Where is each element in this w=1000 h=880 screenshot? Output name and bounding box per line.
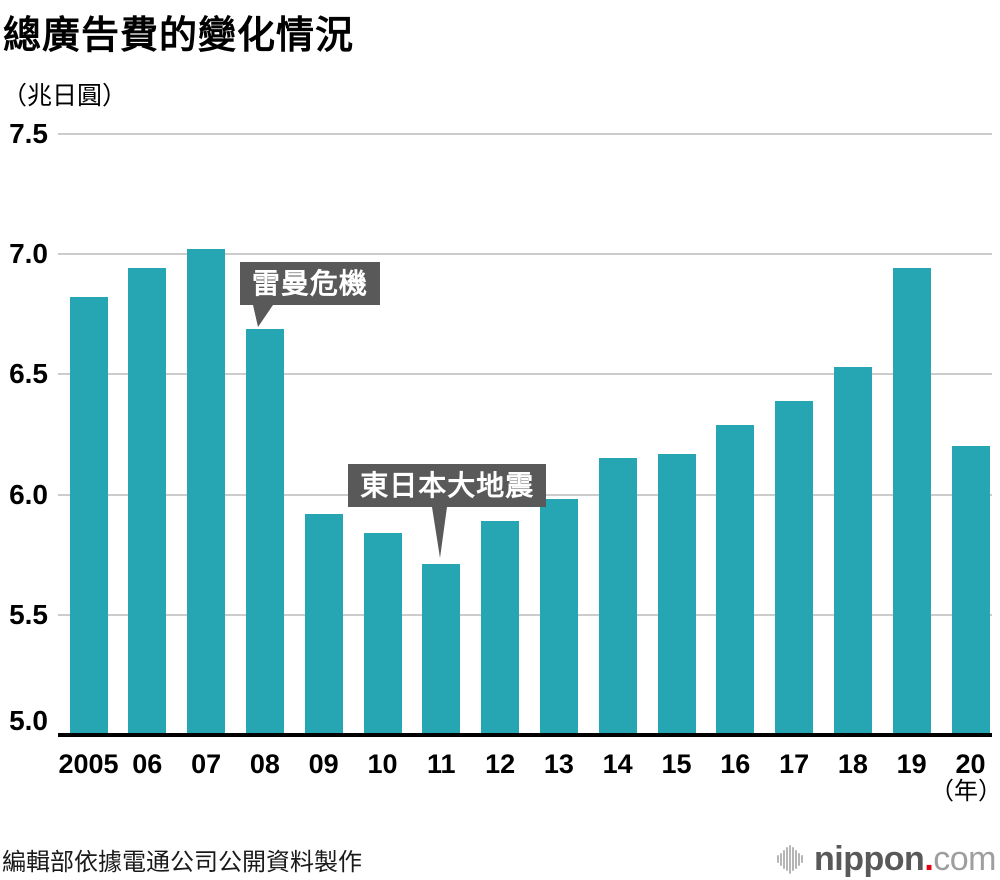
- bar-2016: [716, 424, 755, 733]
- x-axis-unit-label: （年）: [930, 778, 1000, 805]
- x-axis-line: [58, 733, 992, 737]
- y-axis-tick-label: 7.5: [9, 117, 48, 149]
- x-axis-tick-label: 17: [779, 749, 810, 779]
- x-axis-tick-label: 14: [602, 749, 633, 779]
- x-axis-tick-label: 10: [367, 749, 398, 779]
- logo-text-main: nippon: [814, 840, 925, 878]
- y-axis-tick-label: 7.0: [9, 238, 48, 269]
- soundwave-icon: [777, 843, 804, 875]
- annotation-pointer-08: [252, 304, 273, 327]
- y-axis-tick-label: 5.0: [9, 705, 48, 736]
- bar-2017: [775, 400, 814, 733]
- gridline-6.5: [58, 373, 992, 376]
- bar-2009: [304, 513, 343, 733]
- soundwave-bar: [795, 849, 798, 869]
- bar-2010: [363, 532, 402, 733]
- page-title: 總廣告費的變化情況: [3, 15, 355, 57]
- soundwave-bar: [792, 847, 795, 871]
- bar-2006: [128, 268, 167, 733]
- source-note: 編輯部依據電通公司公開資料製作: [2, 848, 362, 876]
- bar-2013: [539, 499, 578, 733]
- soundwave-bar: [780, 852, 783, 866]
- x-axis-tick-label: 08: [249, 749, 280, 779]
- x-axis-tick-label: 18: [837, 749, 868, 779]
- bar-2018: [833, 367, 872, 733]
- soundwave-bar: [786, 847, 789, 871]
- annotation-pointer-11: [432, 507, 448, 559]
- x-axis-tick-label: 19: [896, 749, 927, 779]
- annotation-11: 東日本大地震: [348, 464, 547, 508]
- x-axis-tick-label: 16: [720, 749, 751, 779]
- x-axis-tick-label: 06: [132, 749, 163, 779]
- gridline-5.5: [58, 613, 992, 616]
- bar-2005: [69, 297, 108, 733]
- x-axis-tick-label: 12: [485, 749, 516, 779]
- footer: 編輯部依據電通公司公開資料製作 nippon.com: [2, 838, 996, 880]
- y-axis-tick-label: 5.5: [9, 598, 48, 630]
- x-axis-tick-label: 15: [661, 749, 692, 779]
- logo-red-dot: .: [924, 840, 934, 878]
- bar-2015: [657, 453, 696, 733]
- x-axis-tick-label: 11: [427, 749, 456, 779]
- bar-2011: [422, 564, 461, 733]
- nippon-logo: nippon.com: [777, 842, 996, 876]
- y-axis-tick-label: 6.5: [9, 358, 48, 390]
- bar-chart: 5.0 5.5 6.0 6.5 7.0 7.5 2005 06 07 08 09 10 11 12 13 14…: [9, 117, 992, 779]
- bar-2012: [481, 520, 520, 733]
- x-axis-tick-label: 13: [543, 749, 574, 779]
- soundwave-bar: [801, 855, 804, 863]
- soundwave-bar: [798, 852, 801, 866]
- x-axis-tick-label: 20: [955, 749, 986, 779]
- bar-2007: [187, 249, 226, 733]
- soundwave-bar: [777, 855, 780, 863]
- logo-wordmark: nippon.com: [814, 842, 996, 876]
- x-axis-tick-label: 2005: [58, 749, 119, 779]
- gridline-7.0: [58, 253, 992, 255]
- annotation-08: 雷曼危機: [239, 261, 380, 305]
- x-axis-tick-label: 07: [191, 749, 222, 779]
- y-axis-tick-label: 6.0: [9, 478, 48, 510]
- y-axis-unit-label: （兆日圓）: [2, 82, 128, 110]
- soundwave-bar: [783, 849, 786, 869]
- soundwave-bar: [789, 844, 792, 874]
- logo-text-suffix: com: [933, 840, 996, 878]
- x-axis-tick-label: 09: [308, 749, 339, 779]
- bar-2019: [892, 268, 931, 733]
- bar-2020: [951, 446, 990, 733]
- bar-2008: [245, 328, 284, 733]
- gridline-7.5: [58, 132, 992, 135]
- bar-2014: [598, 458, 637, 733]
